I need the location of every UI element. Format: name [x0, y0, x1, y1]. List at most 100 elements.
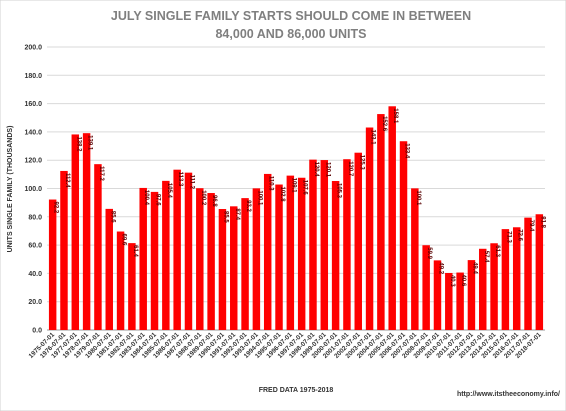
data-label: 105.3	[336, 183, 342, 199]
data-label: 100.4	[143, 190, 149, 206]
bar	[263, 173, 272, 330]
data-label: 110.3	[268, 176, 274, 191]
y-axis-title: UNITS SINGLE FAMILY (THOUSANDS)	[7, 126, 14, 253]
data-label: 79.4	[528, 220, 534, 232]
bar	[48, 199, 57, 330]
data-label: 97.6	[155, 194, 161, 206]
bar	[162, 180, 170, 330]
data-label: 61.4	[132, 245, 138, 257]
bar	[60, 170, 68, 330]
data-label: 69.6	[121, 234, 127, 246]
data-label: 120.7	[347, 161, 353, 177]
y-tick-label: 180.0	[24, 73, 42, 80]
data-label: 113.3	[177, 172, 183, 187]
bar	[218, 209, 227, 330]
bar	[252, 188, 261, 330]
data-label: 61.3	[494, 245, 500, 257]
y-tick-label: 140.0	[24, 129, 42, 136]
bar	[116, 231, 125, 330]
bar	[173, 169, 181, 330]
bar	[467, 260, 476, 330]
data-label: 109.1	[290, 178, 296, 194]
bar	[501, 229, 510, 330]
data-label: 71.3	[505, 231, 511, 243]
data-label: 49.2	[437, 262, 443, 274]
y-tick-label: 200.0	[24, 45, 42, 52]
bar	[320, 160, 329, 330]
data-label: 92.2	[53, 202, 59, 214]
data-label: 111.2	[188, 175, 194, 190]
y-tick-label: 120.0	[24, 158, 42, 165]
bar	[331, 181, 340, 330]
data-label: 96.8	[211, 195, 217, 207]
data-label: 87.4	[234, 208, 240, 220]
bar	[275, 184, 283, 330]
bar	[82, 133, 91, 330]
bar	[196, 188, 204, 330]
data-label: 85.5	[222, 211, 228, 223]
data-label: 40.6	[460, 275, 466, 287]
bar	[377, 114, 385, 330]
bar	[309, 159, 317, 330]
data-label: 120.1	[324, 162, 330, 178]
bar	[230, 206, 238, 330]
data-label: 85.6	[109, 211, 115, 223]
bar	[207, 193, 215, 330]
data-label: 59.9	[426, 247, 432, 259]
bar	[524, 217, 532, 330]
data-label: 120.4	[313, 162, 319, 178]
data-label: 40.3	[449, 275, 455, 287]
bar	[94, 164, 102, 330]
bar	[139, 187, 147, 330]
data-label: 72.6	[517, 229, 523, 241]
bar	[411, 188, 419, 330]
bar	[241, 198, 249, 330]
data-label: 152.6	[381, 116, 387, 132]
bar	[388, 106, 396, 330]
bar	[71, 134, 80, 330]
y-tick-label: 40.0	[28, 271, 42, 278]
data-label: 158.1	[392, 108, 398, 124]
data-label: 100.2	[200, 190, 206, 206]
data-label: 125.3	[358, 155, 364, 171]
data-label: 100.1	[415, 190, 421, 206]
y-tick-label: 100.0	[24, 186, 42, 193]
bar	[535, 214, 544, 330]
bar	[297, 177, 306, 330]
data-label: 138.2	[75, 136, 81, 152]
bar	[343, 159, 351, 330]
bar	[365, 127, 374, 331]
chart-title: JULY SINGLE FAMILY STARTS SHOULD COME IN…	[111, 9, 471, 23]
data-label: 57.4	[483, 251, 489, 263]
data-label: 143.1	[370, 130, 376, 146]
data-label: 81.8	[539, 216, 545, 228]
bar	[399, 141, 408, 330]
bar	[286, 175, 295, 330]
data-label: 107.6	[302, 180, 308, 196]
bar	[422, 245, 430, 330]
y-tick-label: 0.0	[32, 328, 42, 335]
bar	[512, 227, 521, 330]
bar	[128, 243, 136, 330]
y-tick-label: 80.0	[28, 214, 42, 221]
bar	[433, 260, 442, 330]
data-label: 117.2	[98, 166, 104, 181]
footer-url: http://www.itstheeconomy.info/	[457, 391, 560, 398]
y-tick-label: 20.0	[28, 299, 42, 306]
bar	[105, 208, 113, 330]
data-label: 102.8	[279, 187, 285, 203]
y-tick-label: 160.0	[24, 101, 42, 108]
y-tick-label: 60.0	[28, 243, 42, 250]
data-label: 100.1	[256, 190, 262, 206]
data-label: 105.4	[166, 183, 172, 199]
bar	[490, 243, 498, 330]
chart-title: 84,000 AND 86,000 UNITS	[215, 27, 366, 41]
data-label: 49.4	[471, 262, 477, 274]
data-label: 93.2	[245, 200, 251, 212]
bar	[445, 272, 453, 330]
data-label: 139.1	[87, 135, 93, 151]
data-label: 133.4	[404, 143, 410, 159]
bar	[150, 191, 159, 330]
footer-source: FRED DATA 1975-2018	[259, 387, 334, 394]
